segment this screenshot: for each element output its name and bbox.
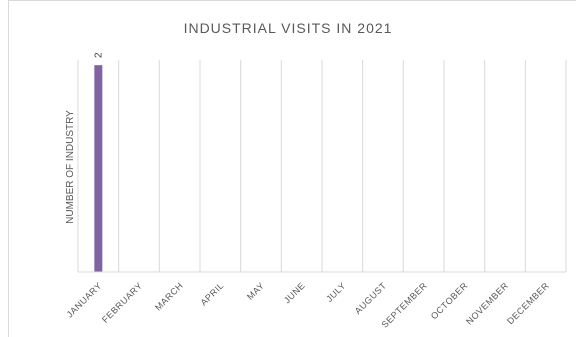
x-tick-january: JANUARY (65, 280, 104, 319)
gridlines (77, 60, 567, 272)
data-label-january: 2 (93, 52, 104, 58)
x-tick-october: OCTOBER (429, 280, 470, 321)
x-tick-march: MARCH (153, 280, 185, 312)
chart-title: INDUSTRIAL VISITS IN 2021 (183, 20, 393, 36)
x-tick-november: NOVEMBER (464, 280, 510, 326)
x-tick-april: APRIL (199, 280, 226, 307)
x-tick-july: JULY (324, 280, 348, 304)
y-axis-label: NUMBER OF INDUSTRY (65, 110, 76, 224)
x-tick-may: MAY (245, 280, 266, 301)
x-tick-june: JUNE (282, 280, 307, 305)
x-tick-december: DECEMBER (505, 280, 551, 326)
x-tick-august: AUGUST (353, 280, 389, 316)
bars (94, 65, 103, 272)
x-tick-february: FEBRUARY (100, 280, 144, 324)
bar-january (94, 65, 103, 272)
chart-frame (8, 0, 576, 337)
data-labels: 2 (93, 52, 104, 58)
